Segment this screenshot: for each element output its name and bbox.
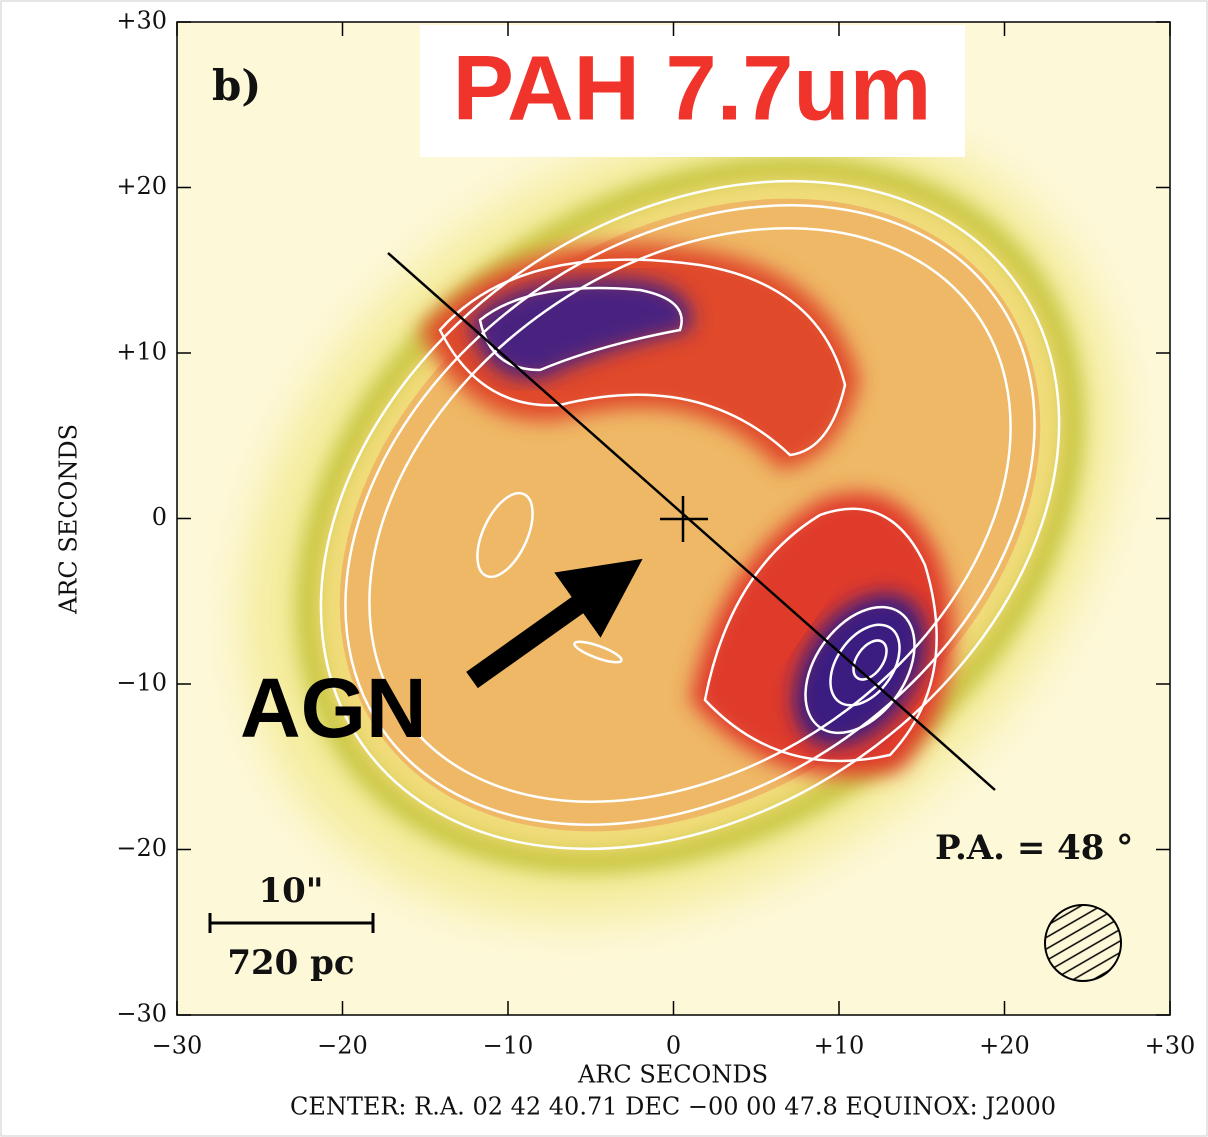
x-tick-label: +30 [1145, 1032, 1196, 1060]
scale-angle: 10" [258, 871, 323, 911]
y-tick-label: +10 [116, 338, 167, 366]
x-tick-label: −30 [152, 1032, 203, 1060]
y-axis-label: ARC SECONDS [55, 424, 83, 615]
agn-label: AGN [240, 661, 427, 755]
x-axis-label: ARC SECONDS [577, 1061, 768, 1089]
footer: CENTER: R.A. 02 42 40.71 DEC −00 00 47.8… [290, 1093, 1056, 1121]
y-tick-label: 0 [152, 503, 167, 531]
panel-label: b) [212, 61, 261, 110]
y-tick-label: −10 [116, 669, 167, 697]
x-tick-label: −20 [317, 1032, 368, 1060]
x-tick-label: +20 [979, 1032, 1030, 1060]
x-tick-label: +10 [814, 1032, 865, 1060]
y-tick-label: +20 [116, 172, 167, 200]
figure: PAH 7.7um b) AGN P.A. = 48 ° 10" 720 pc … [0, 0, 1208, 1137]
x-tick-label: −10 [483, 1032, 534, 1060]
y-tick-label: −20 [116, 834, 167, 862]
x-tick-label: 0 [666, 1032, 681, 1060]
y-tick-label: −30 [116, 1000, 167, 1028]
title: PAH 7.7um [453, 37, 932, 139]
scale-length: 720 pc [227, 943, 354, 983]
position-angle: P.A. = 48 ° [935, 828, 1133, 868]
y-tick-label: +30 [116, 7, 167, 35]
